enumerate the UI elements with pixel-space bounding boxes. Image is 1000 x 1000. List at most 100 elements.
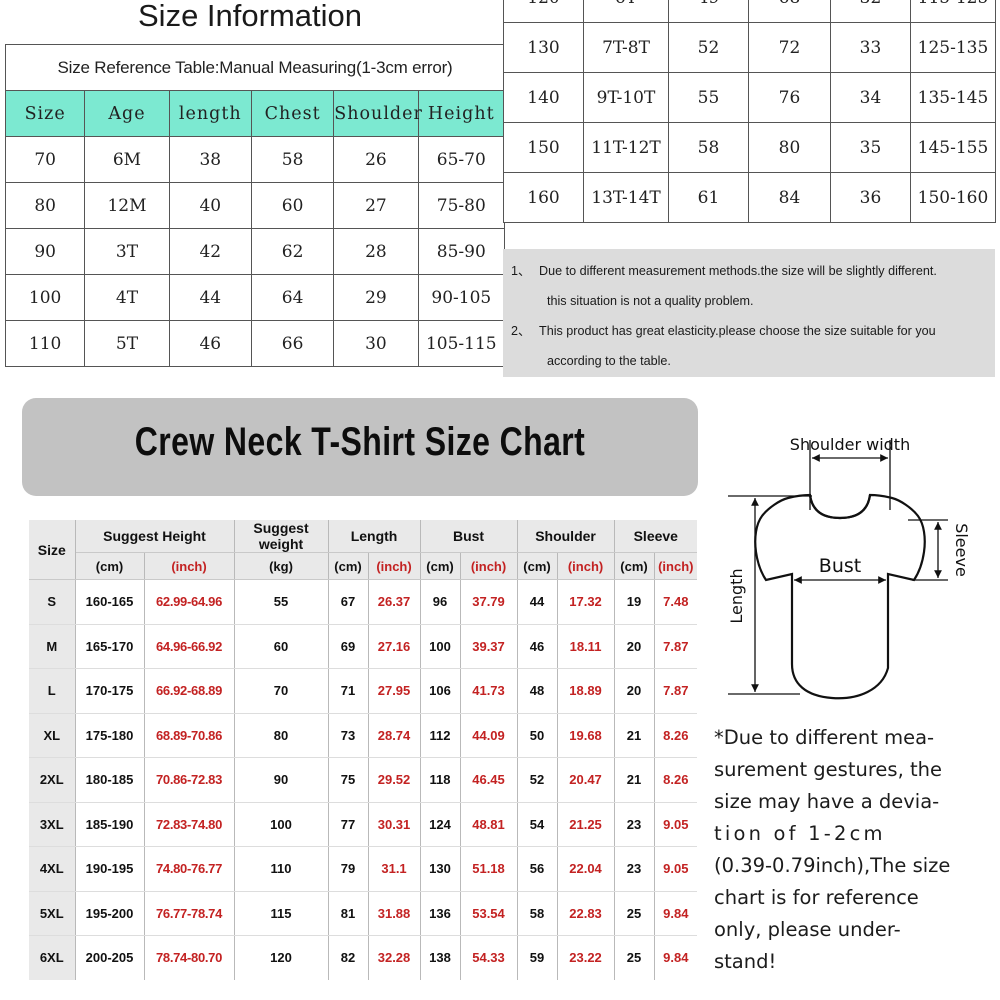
cell-bust-cm: 106 [420, 668, 461, 714]
disclaimer-line-4: tion of 1-2cm [714, 822, 886, 845]
cell-length: 52 [668, 22, 749, 73]
cell-bust-cm: 138 [420, 935, 461, 980]
cell-length: 44 [168, 274, 252, 321]
cell-weight-kg: 60 [234, 624, 329, 669]
adult-header-length: Length [328, 520, 421, 553]
kids-header-shoulder: Shoulder [333, 90, 422, 137]
cell-length-inch: 32.28 [368, 935, 421, 980]
cell-height: 65-70 [417, 136, 506, 183]
note-1-continuation: this situation is not a quality problem. [547, 294, 754, 308]
bust-label: Bust [819, 555, 861, 577]
cell-size: 100 [4, 274, 86, 321]
cell-sleeve-inch: 7.87 [654, 624, 698, 669]
cell-sleeve-inch: 9.84 [654, 891, 698, 936]
cell-bust-inch: 46.45 [460, 757, 518, 803]
cell-height-inch: 64.96-66.92 [144, 624, 235, 669]
cell-length-inch: 31.1 [368, 846, 421, 892]
cell-length: 42 [168, 228, 252, 275]
cell-size: 160 [503, 172, 584, 223]
cell-shoulder-inch: 22.04 [557, 846, 615, 892]
cell-shoulder-cm: 54 [517, 802, 558, 847]
cell-bust-inch: 37.79 [460, 579, 518, 625]
cell-sleeve-cm: 21 [614, 757, 655, 803]
cell-bust-cm: 124 [420, 802, 461, 847]
cell-age: 9T-10T [583, 72, 669, 123]
note-1-number: 1、 [511, 264, 531, 278]
cell-chest: 68 [748, 0, 831, 23]
cell-length-cm: 79 [328, 846, 369, 892]
cell-shoulder-inch: 23.22 [557, 935, 615, 980]
kids-header-size: Size [4, 90, 86, 137]
disclaimer-line-7: only, please under- [714, 918, 901, 941]
table-row: 100 4T 44 64 29 90-105 [4, 274, 506, 321]
table-row: 140 9T-10T 55 76 34 135-145 [503, 72, 996, 123]
cell-height-inch: 76.77-78.74 [144, 891, 235, 936]
kids-table-caption-row: Size Reference Table:Manual Measuring(1-… [5, 44, 505, 91]
unit-weight-kg: (kg) [234, 552, 329, 580]
cell-age: 12M [84, 182, 170, 229]
cell-sleeve-cm: 25 [614, 891, 655, 936]
cell-height-cm: 175-180 [75, 713, 145, 758]
cell-sleeve-inch: 9.84 [654, 935, 698, 980]
table-row: 2XL 180-185 70.86-72.83 90 75 29.52 118 46.45 52… [29, 757, 698, 803]
sleeve-label: Sleeve [952, 523, 971, 577]
tshirt-outline [754, 493, 926, 700]
cell-size: 2XL [29, 757, 76, 803]
cell-size: 3XL [29, 802, 76, 847]
cell-shoulder-inch: 17.32 [557, 579, 615, 625]
cell-length-inch: 26.37 [368, 579, 421, 625]
kids-header-height: Height [417, 90, 506, 137]
cell-length: 38 [168, 136, 252, 183]
cell-age: 5T [84, 320, 170, 367]
note-2-number: 2、 [511, 324, 531, 338]
cell-size: XL [29, 713, 76, 758]
cell-length: 49 [668, 0, 749, 23]
cell-sleeve-cm: 20 [614, 668, 655, 714]
cell-length-inch: 27.16 [368, 624, 421, 669]
unit-sleeve-inch: (inch) [654, 552, 698, 580]
measurement-disclaimer: *Due to different mea- surement gestures… [714, 722, 986, 978]
table-row: S 160-165 62.99-64.96 55 67 26.37 96 37.79 44 17.… [29, 579, 698, 625]
cell-length-inch: 30.31 [368, 802, 421, 847]
disclaimer-line-6: chart is for reference [714, 886, 919, 909]
note-item-1: 1、 Due to different measurement methods.t… [503, 256, 995, 286]
cell-size: 80 [4, 182, 86, 229]
cell-shoulder-cm: 44 [517, 579, 558, 625]
measurement-notes: 1、 Due to different measurement methods.t… [503, 249, 995, 377]
cell-size: 140 [503, 72, 584, 123]
cell-length-inch: 29.52 [368, 757, 421, 803]
note-2-text: This product has great elasticity.please… [539, 324, 936, 338]
cell-shoulder: 36 [830, 172, 911, 223]
note-1-text: Due to different measurement methods.the… [539, 264, 937, 278]
cell-chest: 84 [748, 172, 831, 223]
note-item-2: 2、 This product has great elasticity.plea… [503, 316, 995, 346]
cell-height: 115-125 [910, 0, 996, 23]
cell-weight-kg: 100 [234, 802, 329, 847]
cell-length: 61 [668, 172, 749, 223]
cell-age: 4T [84, 274, 170, 321]
cell-chest: 58 [250, 136, 335, 183]
cell-height-cm: 160-165 [75, 579, 145, 625]
table-row: 160 13T-14T 61 84 36 150-160 [503, 172, 996, 223]
unit-sleeve-cm: (cm) [614, 552, 655, 580]
cell-size: 90 [4, 228, 86, 275]
cell-age: 11T-12T [583, 122, 669, 173]
table-row: 150 11T-12T 58 80 35 145-155 [503, 122, 996, 173]
unit-length-inch: (inch) [368, 552, 421, 580]
cell-sleeve-cm: 20 [614, 624, 655, 669]
cell-chest: 60 [250, 182, 335, 229]
cell-height-inch: 70.86-72.83 [144, 757, 235, 803]
cell-height: 150-160 [910, 172, 996, 223]
cell-shoulder-inch: 20.47 [557, 757, 615, 803]
adult-header-bust: Bust [420, 520, 518, 553]
cell-age: 6M [84, 136, 170, 183]
cell-age: 6T [583, 0, 669, 23]
table-row: L 170-175 66.92-68.89 70 71 27.95 106 41.73 48 18… [29, 668, 698, 714]
kids-table-caption: Size Reference Table:Manual Measuring(1-… [5, 44, 505, 91]
unit-shoulder-cm: (cm) [517, 552, 558, 580]
adult-header-shoulder: Shoulder [517, 520, 615, 553]
cell-size: 150 [503, 122, 584, 173]
table-row: 6XL 200-205 78.74-80.70 120 82 32.28 138 54.33 5… [29, 935, 698, 980]
cell-height-inch: 68.89-70.86 [144, 713, 235, 758]
cell-bust-inch: 48.81 [460, 802, 518, 847]
